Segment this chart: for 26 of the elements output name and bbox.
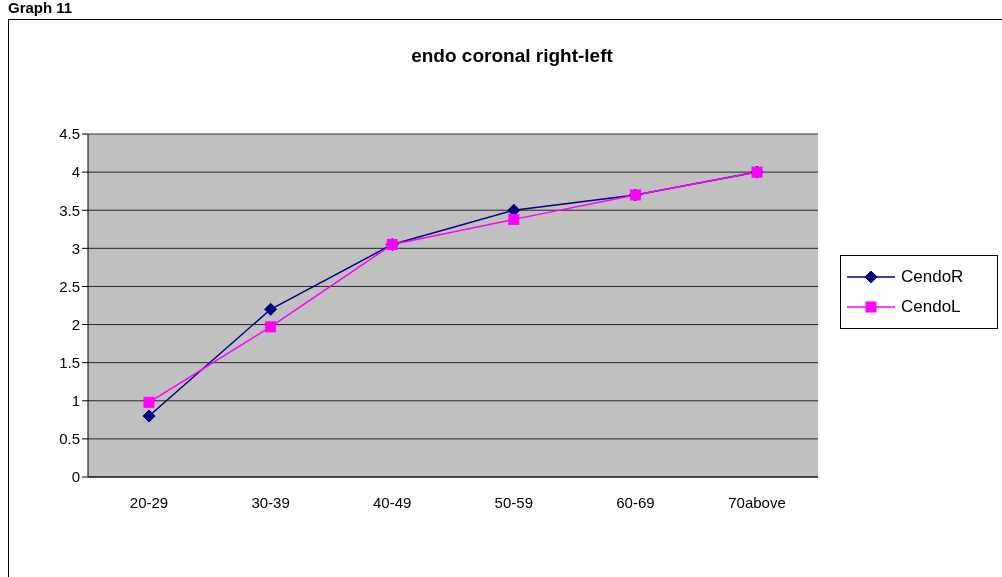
y-tick-label: 1 bbox=[71, 392, 80, 410]
legend-label: CendoR bbox=[901, 267, 964, 287]
x-tick-label: 40-49 bbox=[373, 493, 412, 511]
y-tick-label: 0 bbox=[71, 468, 80, 486]
point bbox=[142, 409, 156, 423]
y-tick-label: 2 bbox=[71, 315, 80, 333]
y-tick-label: 2.5 bbox=[59, 277, 80, 295]
caption: Graph 11 bbox=[8, 0, 73, 16]
legend-label: CendoL bbox=[901, 297, 961, 317]
point bbox=[507, 203, 521, 217]
x-tick-label: 70above bbox=[728, 493, 786, 511]
y-tick-label: 0.5 bbox=[59, 430, 80, 448]
point bbox=[265, 321, 277, 333]
y-tick-label: 3 bbox=[71, 239, 80, 257]
y-tick-label: 1.5 bbox=[59, 353, 80, 371]
x-tick-label: 60-69 bbox=[616, 493, 655, 511]
chart-title: endo coronal right-left bbox=[410, 45, 614, 67]
point bbox=[264, 302, 278, 316]
point bbox=[508, 213, 520, 225]
x-tick-label: 50-59 bbox=[494, 493, 533, 511]
x-tick-label: 20-29 bbox=[129, 493, 169, 511]
point bbox=[143, 396, 155, 408]
x-tick-label: 30-39 bbox=[251, 493, 290, 511]
y-tick-label: 3.5 bbox=[59, 201, 80, 219]
y-tick-label: 4.5 bbox=[59, 125, 80, 143]
y-tick-label: 4 bbox=[71, 163, 80, 181]
